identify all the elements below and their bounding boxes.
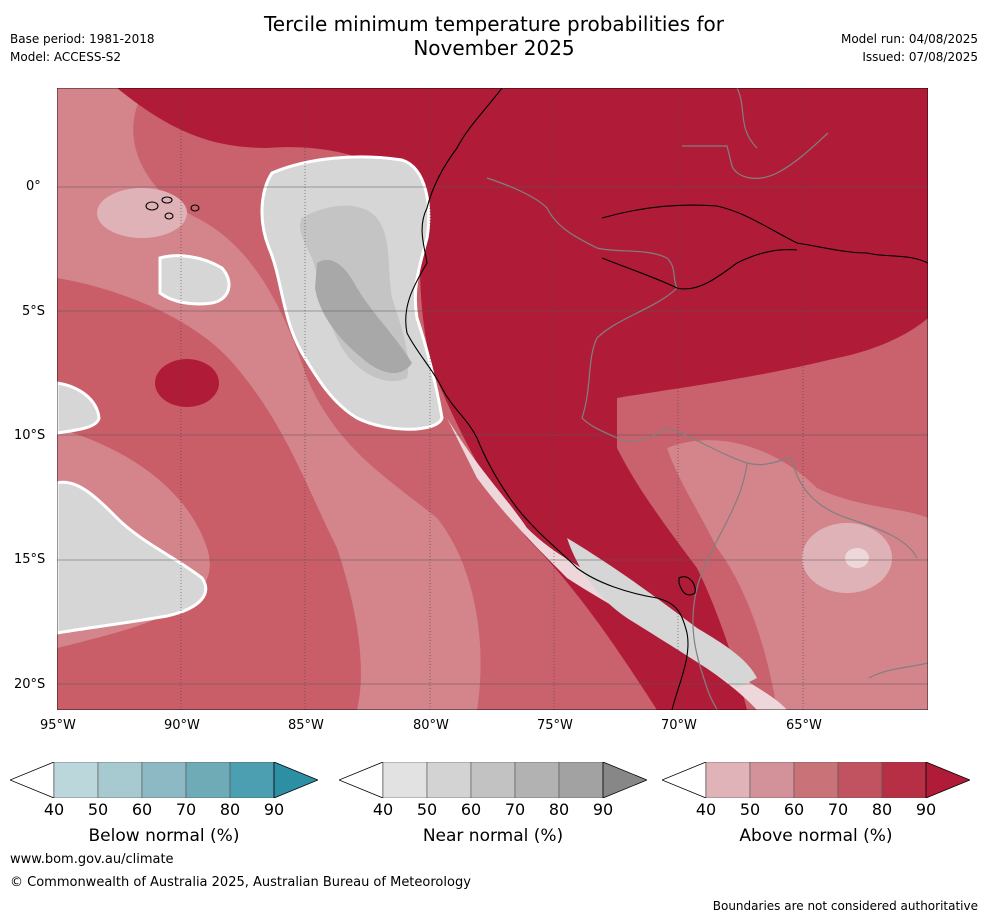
colorbar-near-caption: Near normal (%) bbox=[422, 826, 564, 846]
website-link[interactable]: www.bom.gov.au/climate bbox=[10, 852, 174, 867]
colorbar-segment bbox=[881, 762, 927, 798]
colorbar-tick-label: 60 bbox=[783, 800, 805, 819]
lon-label-80w: 80°W bbox=[413, 718, 449, 733]
lon-label-85w: 85°W bbox=[288, 718, 324, 733]
colorbar-segment bbox=[514, 762, 560, 798]
colorbar-tick-label: 40 bbox=[372, 800, 394, 819]
colorbar-tick-label: 90 bbox=[263, 800, 285, 819]
colorbar-tick-label: 80 bbox=[871, 800, 893, 819]
colorbar-above-ticks: 40 50 60 70 80 90 bbox=[662, 800, 970, 820]
zone-near-50-west-edge bbox=[57, 381, 101, 435]
map-title: Tercile minimum temperature probabilitie… bbox=[0, 12, 988, 60]
colorbar-below-ticks: 40 50 60 70 80 90 bbox=[10, 800, 318, 820]
colorbar-segment bbox=[382, 762, 428, 798]
lat-label-0: 0° bbox=[26, 179, 41, 194]
zone-near-50-southwest bbox=[57, 480, 208, 635]
colorbar-segment bbox=[793, 762, 839, 798]
colorbar-tick-label: 50 bbox=[87, 800, 109, 819]
colorbar-segment bbox=[705, 762, 751, 798]
lon-label-95w: 95°W bbox=[40, 718, 76, 733]
lat-label-15s: 15°S bbox=[14, 552, 46, 567]
lat-label-10s: 10°S bbox=[14, 428, 46, 443]
colorbar-segment bbox=[141, 762, 187, 798]
colorbar-tick-label: 70 bbox=[504, 800, 526, 819]
copyright-text: © Commonwealth of Australia 2025, Austra… bbox=[10, 875, 471, 890]
colorbar-below-normal bbox=[10, 762, 318, 798]
colorbar-near-ticks: 40 50 60 70 80 90 bbox=[339, 800, 647, 820]
zone-above-60-east bbox=[667, 440, 928, 710]
graticule bbox=[57, 88, 928, 710]
colorbar-segment bbox=[749, 762, 795, 798]
title-line-2: November 2025 bbox=[413, 36, 575, 60]
colorbar-segment bbox=[837, 762, 883, 798]
colorbar-low-arrow bbox=[10, 762, 55, 798]
title-line-1: Tercile minimum temperature probabilitie… bbox=[263, 12, 725, 36]
colorbar-tick-label: 50 bbox=[739, 800, 761, 819]
colorbar-below-caption: Below normal (%) bbox=[88, 826, 240, 846]
disclaimer-text: Boundaries are not considered authoritat… bbox=[712, 899, 978, 913]
colorbar-segment bbox=[97, 762, 143, 798]
colorbar-tick-label: 40 bbox=[43, 800, 65, 819]
lat-label-5s: 5°S bbox=[22, 304, 46, 319]
lon-label-70w: 70°W bbox=[661, 718, 697, 733]
lon-label-75w: 75°W bbox=[537, 718, 573, 733]
base-period-text: Base period: 1981-2018 bbox=[10, 32, 155, 46]
colorbar-tick-label: 50 bbox=[416, 800, 438, 819]
colorbar-near-normal bbox=[339, 762, 647, 798]
colorbar-segment bbox=[185, 762, 231, 798]
colorbar-tick-label: 80 bbox=[548, 800, 570, 819]
colorbar-segment bbox=[558, 762, 604, 798]
colorbar-low-arrow bbox=[339, 762, 384, 798]
colorbar-tick-label: 70 bbox=[175, 800, 197, 819]
meta-left: Base period: 1981-2018 Model: ACCESS-S2 bbox=[10, 30, 155, 66]
zone-above-50-galapagos bbox=[97, 188, 187, 238]
colorbar-high-arrow bbox=[925, 762, 970, 798]
colorbar-tick-label: 90 bbox=[915, 800, 937, 819]
colorbar-above-caption: Above normal (%) bbox=[739, 826, 893, 846]
model-run-text: Model run: 04/08/2025 bbox=[840, 32, 978, 46]
colorbar-segment bbox=[470, 762, 516, 798]
coastlines bbox=[145, 88, 928, 710]
colorbar-tick-label: 60 bbox=[131, 800, 153, 819]
colorbar-high-arrow bbox=[273, 762, 318, 798]
colorbar-segment bbox=[53, 762, 99, 798]
zone-above-90-patch bbox=[155, 359, 219, 407]
colorbar-segment bbox=[426, 762, 472, 798]
issued-text: Issued: 07/08/2025 bbox=[862, 50, 978, 64]
colorbar-tick-label: 90 bbox=[592, 800, 614, 819]
zone-near-70-central bbox=[315, 259, 412, 374]
colorbar-high-arrow bbox=[602, 762, 647, 798]
colorbar-tick-label: 40 bbox=[695, 800, 717, 819]
colorbar-segment bbox=[229, 762, 275, 798]
colorbar-tick-label: 80 bbox=[219, 800, 241, 819]
meta-right: Model run: 04/08/2025 Issued: 07/08/2025 bbox=[841, 30, 978, 66]
colorbar-low-arrow bbox=[662, 762, 707, 798]
zone-near-50-west-island bbox=[158, 254, 231, 306]
lat-label-20s: 20°S bbox=[14, 677, 46, 692]
colorbar-tick-label: 70 bbox=[827, 800, 849, 819]
lon-label-90w: 90°W bbox=[164, 718, 200, 733]
probability-map bbox=[57, 88, 928, 710]
zone-above-40-east bbox=[845, 548, 869, 568]
colorbar-tick-label: 60 bbox=[460, 800, 482, 819]
model-text: Model: ACCESS-S2 bbox=[10, 50, 122, 64]
colorbar-above-normal bbox=[662, 762, 970, 798]
lon-label-65w: 65°W bbox=[786, 718, 822, 733]
country-borders bbox=[486, 88, 928, 710]
zone-near-50-coast bbox=[567, 538, 757, 688]
zone-above-70-west bbox=[57, 278, 361, 710]
